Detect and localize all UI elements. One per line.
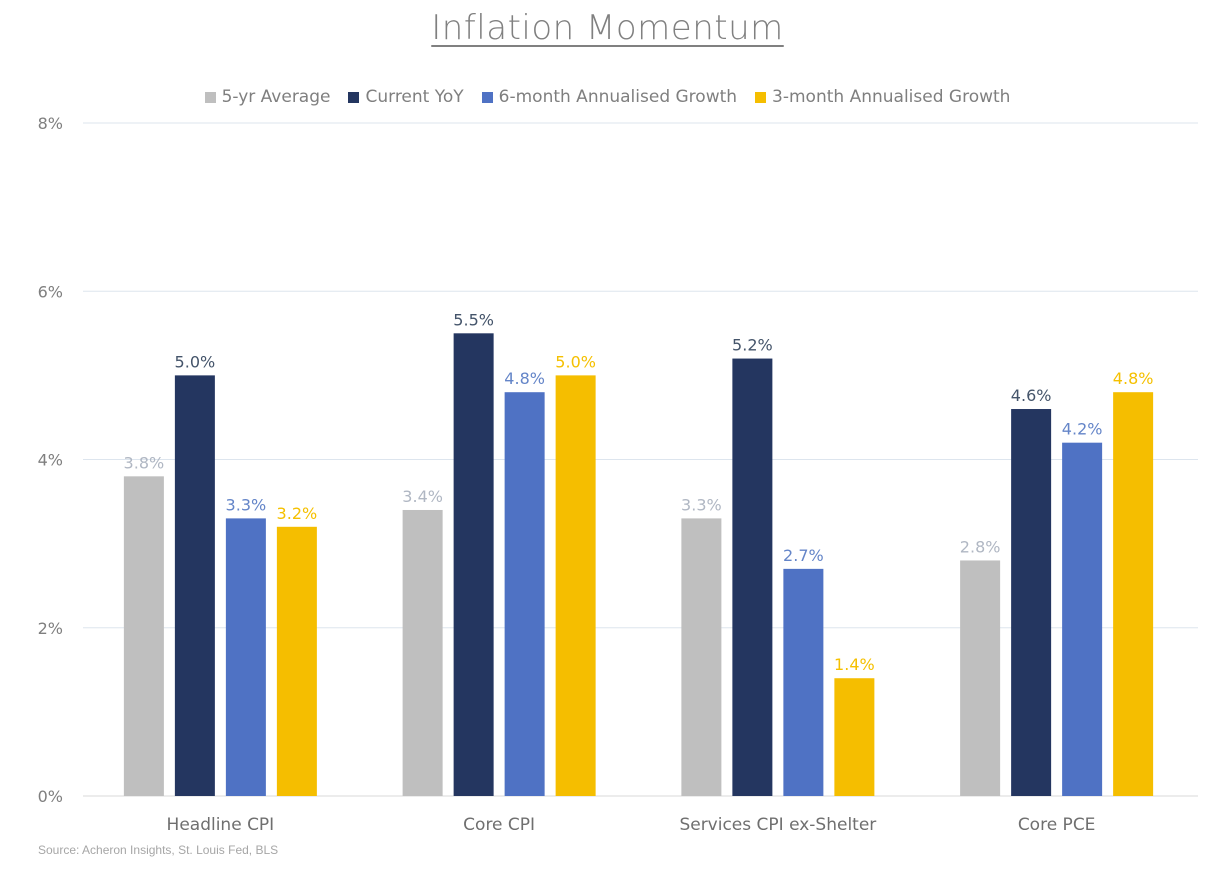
legend-item: 5-yr Average	[204, 87, 331, 107]
bar	[174, 375, 215, 796]
data-label: 3.3%	[681, 495, 722, 514]
data-label: 3.4%	[402, 487, 443, 506]
y-tick-label: 8%	[38, 114, 63, 133]
bar	[453, 333, 494, 796]
y-tick-label: 0%	[38, 787, 63, 806]
data-label: 4.8%	[1113, 369, 1154, 388]
legend-swatch	[481, 91, 493, 103]
legend-label: 6-month Annualised Growth	[498, 87, 738, 107]
data-label: 1.4%	[834, 655, 875, 674]
data-label: 5.0%	[555, 352, 596, 371]
legend-label: 3-month Annualised Growth	[772, 87, 1011, 107]
source-note: Source: Acheron Insights, St. Louis Fed,…	[38, 843, 279, 857]
legend-swatch	[755, 91, 767, 103]
chart-title-text: Inflation Momentum	[431, 8, 784, 48]
x-category-label: Services CPI ex-Shelter	[679, 815, 876, 835]
legend-swatch	[348, 91, 360, 103]
chart-title: Inflation Momentum	[0, 8, 1215, 48]
bar	[225, 518, 266, 796]
bar	[783, 568, 824, 796]
data-label: 4.6%	[1011, 386, 1052, 405]
x-category-label: Headline CPI	[167, 815, 275, 835]
legend-item: Current YoY	[348, 87, 464, 107]
data-label: 2.7%	[783, 546, 824, 565]
y-tick-label: 2%	[38, 619, 63, 638]
data-label: 3.8%	[124, 453, 165, 472]
legend-label: 5-yr Average	[221, 87, 331, 107]
data-label: 4.8%	[504, 369, 545, 388]
bar	[960, 560, 1001, 796]
data-label: 3.3%	[226, 495, 267, 514]
y-tick-label: 6%	[38, 282, 63, 301]
bar	[1062, 442, 1103, 796]
bar	[504, 392, 545, 796]
data-label: 2.8%	[960, 537, 1001, 556]
data-label: 5.2%	[732, 336, 773, 355]
bar	[402, 509, 443, 796]
x-category-label: Core CPI	[463, 815, 535, 835]
bar	[555, 375, 596, 796]
data-label: 5.0%	[175, 352, 216, 371]
legend-swatch	[204, 91, 216, 103]
bar	[834, 678, 875, 796]
data-label: 3.2%	[277, 504, 318, 523]
data-label: 4.2%	[1062, 420, 1103, 439]
legend-label: Current YoY	[365, 87, 464, 107]
y-tick-label: 4%	[38, 451, 63, 470]
bar	[123, 476, 164, 796]
data-label: 5.5%	[453, 310, 494, 329]
bar	[732, 358, 773, 796]
bar	[1011, 409, 1052, 796]
bar	[1113, 392, 1154, 796]
legend-item: 6-month Annualised Growth	[481, 87, 738, 107]
chart-legend: 5-yr Average Current YoY 6-month Annualise…	[0, 87, 1215, 107]
bar	[276, 526, 317, 796]
bar	[681, 518, 722, 796]
legend-item: 3-month Annualised Growth	[755, 87, 1010, 107]
x-category-label: Core PCE	[1018, 815, 1096, 835]
